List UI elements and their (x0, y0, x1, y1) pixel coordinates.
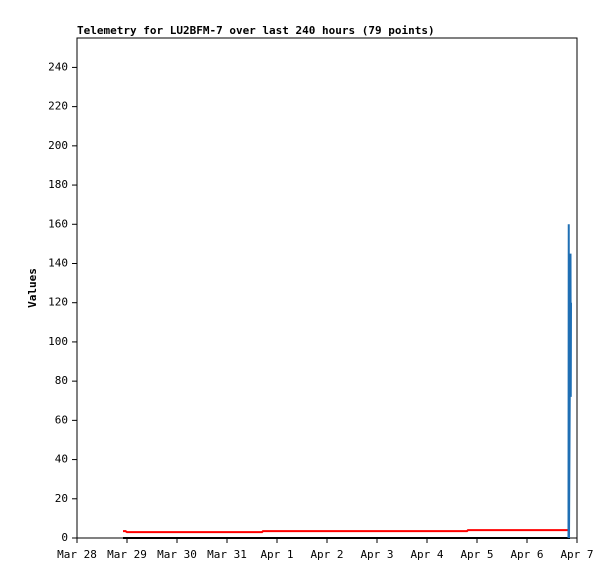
x-tick-label: Apr 2 (310, 548, 343, 561)
y-tick-label: 240 (48, 60, 68, 73)
plot-frame (76, 37, 578, 539)
series-line (567, 224, 572, 539)
x-tick-label: Apr 6 (510, 548, 543, 561)
y-tick-label: 80 (55, 374, 68, 387)
x-tick-label: Apr 7 (560, 548, 593, 561)
y-tick-label: 20 (55, 492, 68, 505)
y-tick-label: 200 (48, 139, 68, 152)
x-tick-label: Apr 3 (360, 548, 393, 561)
series-line (123, 529, 570, 534)
y-tick-label: 140 (48, 256, 68, 269)
x-tick-label: Mar 31 (207, 548, 247, 561)
y-tick-label: 100 (48, 335, 68, 348)
y-tick-label: 220 (48, 100, 68, 113)
y-tick-label: 0 (61, 531, 68, 544)
chart-title: Telemetry for LU2BFM-7 over last 240 hou… (77, 24, 435, 37)
y-tick-label: 40 (55, 453, 68, 466)
y-tick-label: 180 (48, 178, 68, 191)
x-tick-label: Mar 28 (57, 548, 97, 561)
y-tick-label: 160 (48, 217, 68, 230)
y-axis-label: Values (26, 268, 39, 308)
x-tick-label: Apr 5 (460, 548, 493, 561)
x-tick-label: Apr 4 (410, 548, 443, 561)
y-tick-label: 120 (48, 296, 68, 309)
y-tick-label: 60 (55, 413, 68, 426)
x-tick-label: Apr 1 (260, 548, 293, 561)
x-tick-label: Mar 29 (107, 548, 147, 561)
x-tick-label: Mar 30 (157, 548, 197, 561)
